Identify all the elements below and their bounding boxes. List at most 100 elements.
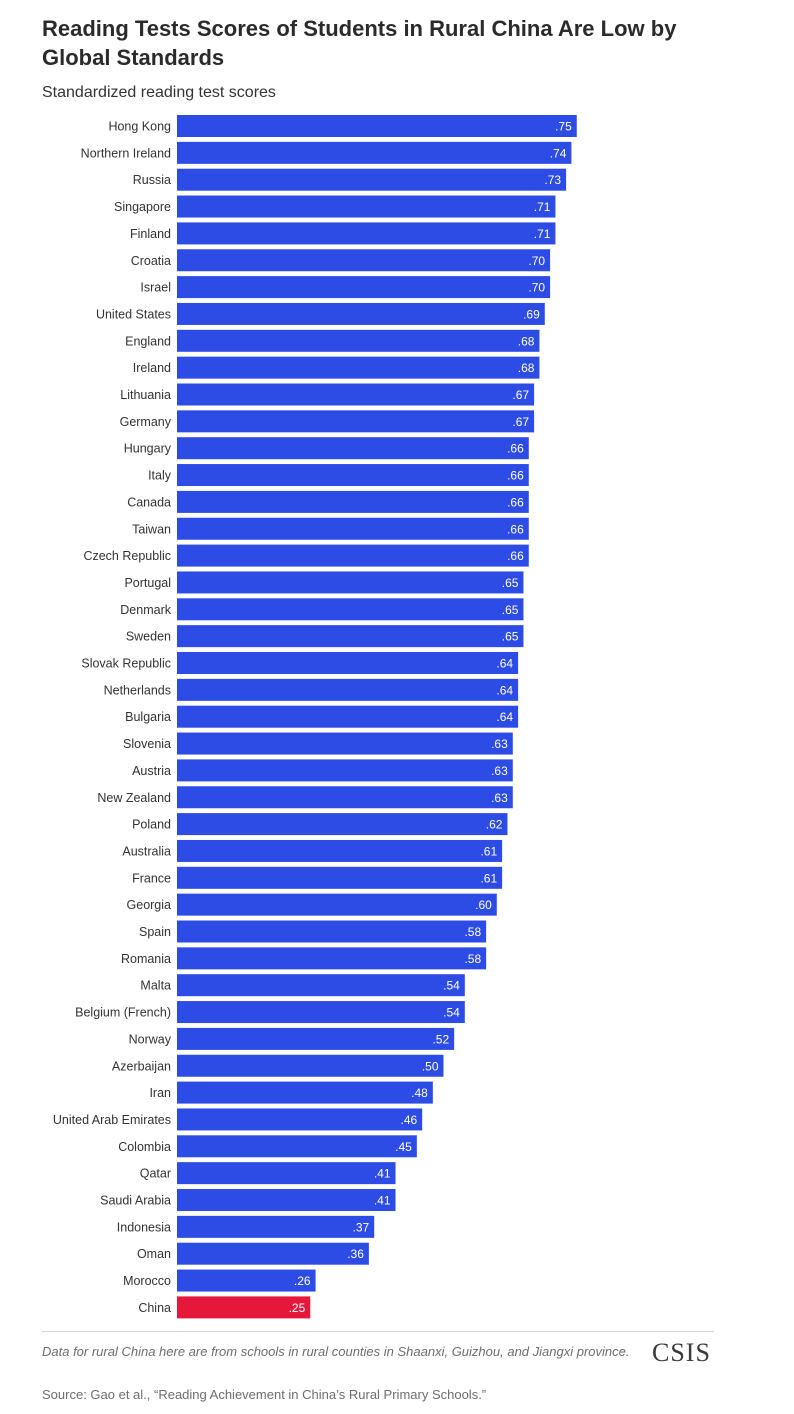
category-label: Netherlands <box>104 683 171 697</box>
bar <box>177 571 524 594</box>
category-label: Indonesia <box>117 1220 171 1234</box>
value-label: .65 <box>502 630 519 644</box>
value-label: .64 <box>496 710 513 724</box>
bar <box>177 839 503 862</box>
bar <box>177 437 529 460</box>
category-label: Ireland <box>133 361 171 375</box>
value-label: .48 <box>411 1086 428 1100</box>
bar <box>177 625 524 648</box>
value-label: .41 <box>374 1167 391 1181</box>
value-label: .54 <box>443 1006 460 1020</box>
bar <box>177 544 529 567</box>
category-label: Slovenia <box>123 737 171 751</box>
bar <box>177 517 529 540</box>
category-label: Singapore <box>114 200 171 214</box>
value-label: .65 <box>502 603 519 617</box>
category-label: Morocco <box>123 1274 171 1288</box>
value-label: .37 <box>353 1220 370 1234</box>
value-label: .66 <box>507 469 524 483</box>
bar <box>177 1296 311 1319</box>
category-label: Romania <box>121 952 171 966</box>
bar <box>177 920 487 943</box>
value-label: .41 <box>374 1194 391 1208</box>
bar <box>177 1054 444 1077</box>
value-label: .26 <box>294 1274 311 1288</box>
category-label: Russia <box>133 173 171 187</box>
value-label: .71 <box>534 200 551 214</box>
value-label: .66 <box>507 442 524 456</box>
category-label: Poland <box>132 818 171 832</box>
bar <box>177 410 535 433</box>
value-label: .25 <box>289 1301 306 1315</box>
category-label: Taiwan <box>132 522 171 536</box>
bar <box>177 222 556 245</box>
bar <box>177 1027 455 1050</box>
value-label: .65 <box>502 576 519 590</box>
category-label: United Arab Emirates <box>53 1113 171 1127</box>
category-label: Northern Ireland <box>81 146 171 160</box>
bar <box>177 705 519 728</box>
bar <box>177 115 577 137</box>
bar <box>177 678 519 701</box>
value-label: .66 <box>507 495 524 509</box>
value-label: .64 <box>496 683 513 697</box>
value-label: .69 <box>523 307 540 321</box>
category-label: Saudi Arabia <box>100 1194 171 1208</box>
bar-chart: Hong Kong .75 Northern Ireland .74 Russia .73… <box>53 115 577 1319</box>
value-label: .74 <box>550 146 567 160</box>
category-label: France <box>132 871 171 885</box>
category-label: Azerbaijan <box>112 1059 171 1073</box>
bar <box>177 1001 465 1024</box>
bar <box>177 195 556 218</box>
value-label: .70 <box>528 281 545 295</box>
value-label: .45 <box>395 1140 412 1154</box>
bar <box>177 276 551 299</box>
bar <box>177 1189 396 1211</box>
category-label: Austria <box>132 764 171 778</box>
category-label: Georgia <box>127 898 172 912</box>
bar <box>177 302 545 325</box>
bar <box>177 947 487 970</box>
bar <box>177 141 572 164</box>
value-label: .50 <box>422 1059 439 1073</box>
value-label: .67 <box>512 388 529 402</box>
value-label: .68 <box>518 361 535 375</box>
category-label: Norway <box>129 1032 172 1046</box>
bar <box>177 1242 369 1265</box>
category-label: England <box>125 334 171 348</box>
bar <box>177 652 519 674</box>
category-label: Australia <box>122 844 171 858</box>
value-label: .66 <box>507 549 524 563</box>
value-label: .63 <box>491 737 508 751</box>
bar <box>177 786 513 809</box>
category-label: Czech Republic <box>83 549 171 563</box>
category-label: Denmark <box>120 603 171 617</box>
bar <box>177 168 567 191</box>
bar <box>177 1215 375 1238</box>
category-label: Spain <box>139 925 171 939</box>
value-label: .62 <box>486 818 503 832</box>
category-label: Sweden <box>126 630 171 644</box>
bar <box>177 974 465 997</box>
value-label: .60 <box>475 898 492 912</box>
bar <box>177 759 513 782</box>
value-label: .66 <box>507 522 524 536</box>
value-label: .61 <box>480 871 497 885</box>
category-label: Oman <box>137 1247 171 1261</box>
value-label: .67 <box>512 415 529 429</box>
value-label: .63 <box>491 791 508 805</box>
category-label: Israel <box>140 281 171 295</box>
value-label: .73 <box>544 173 561 187</box>
bar <box>177 1162 396 1185</box>
value-label: .68 <box>518 334 535 348</box>
chart-title: Reading Tests Scores of Students in Rura… <box>42 16 677 70</box>
bar <box>177 866 503 889</box>
bar <box>177 598 524 621</box>
value-label: .61 <box>480 844 497 858</box>
category-label: Portugal <box>124 576 171 590</box>
category-label: Canada <box>127 495 171 509</box>
category-label: Italy <box>148 469 172 483</box>
category-label: Qatar <box>140 1167 171 1181</box>
category-label: United States <box>96 307 171 321</box>
category-label: Belgium (French) <box>75 1006 171 1020</box>
